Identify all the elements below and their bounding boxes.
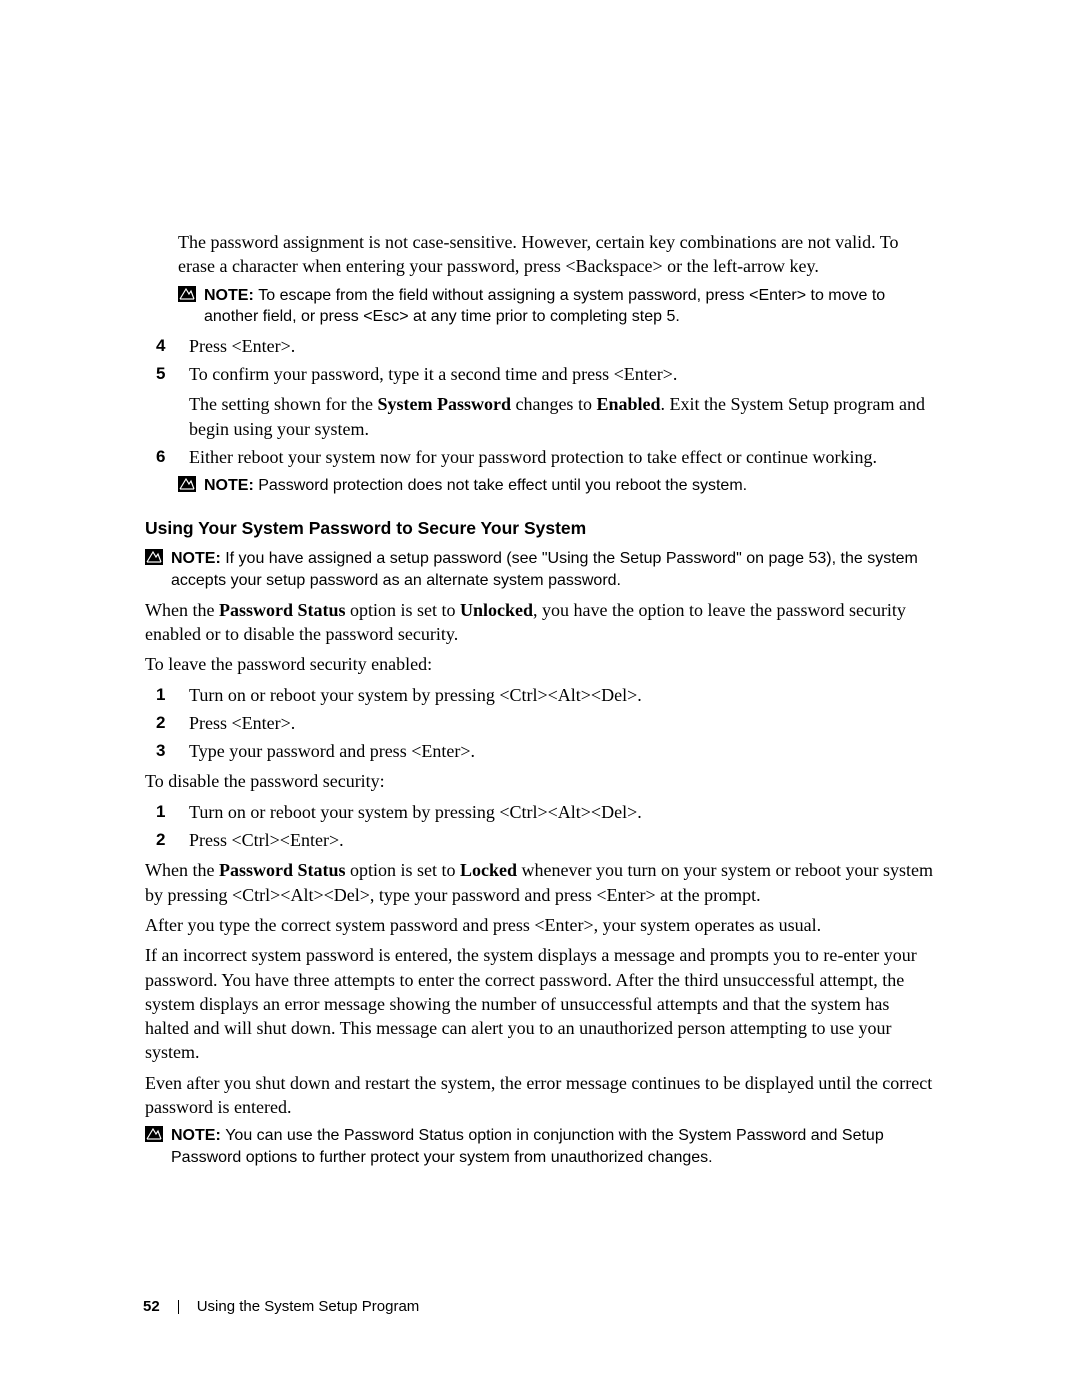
step-body: Press <Enter>. (189, 711, 935, 735)
step-number: 3 (145, 739, 189, 763)
note-text: NOTE: To escape from the field without a… (204, 285, 935, 328)
listA-2: 2 Press <Enter>. (145, 711, 935, 735)
note-body: Password protection does not take effect… (258, 477, 747, 494)
page-content: The password assignment is not case-sens… (145, 224, 935, 1175)
step-number: 1 (145, 800, 189, 824)
para-incorrect: If an incorrect system password is enter… (145, 943, 935, 1064)
step-number: 6 (145, 445, 189, 469)
para-disable: To disable the password security: (145, 769, 935, 793)
step-number: 2 (145, 828, 189, 852)
manual-page: The password assignment is not case-sens… (0, 0, 1080, 1397)
note-text: NOTE: Password protection does not take … (204, 475, 747, 497)
note-icon (145, 549, 163, 565)
note-escape: NOTE: To escape from the field without a… (145, 285, 935, 328)
page-footer: 52 Using the System Setup Program (143, 1298, 419, 1315)
note-label: NOTE: (204, 477, 258, 494)
step-number: 4 (145, 334, 189, 358)
step-body: Turn on or reboot your system by pressin… (189, 683, 935, 707)
para-even-after: Even after you shut down and restart the… (145, 1071, 935, 1120)
step-body: Type your password and press <Enter>. (189, 739, 935, 763)
step-body: Either reboot your system now for your p… (189, 445, 935, 469)
intro-paragraph: The password assignment is not case-sens… (145, 230, 935, 279)
note-label: NOTE: (171, 550, 225, 567)
note-body: To escape from the field without assigni… (204, 287, 885, 326)
step-5: 5 To confirm your password, type it a se… (145, 362, 935, 441)
step5-line1: To confirm your password, type it a seco… (189, 362, 935, 386)
para-locked: When the Password Status option is set t… (145, 858, 935, 907)
note-label: NOTE: (204, 287, 258, 304)
note-text: NOTE: You can use the Password Status op… (171, 1125, 935, 1168)
step-number: 5 (145, 362, 189, 386)
para-after: After you type the correct system passwo… (145, 913, 935, 937)
step5-line2: The setting shown for the System Passwor… (189, 392, 935, 441)
step-number: 2 (145, 711, 189, 735)
note-body: If you have assigned a setup password (s… (171, 550, 918, 589)
footer-title: Using the System Setup Program (197, 1298, 420, 1315)
note-label: NOTE: (171, 1127, 225, 1144)
note-setup-password: NOTE: If you have assigned a setup passw… (145, 548, 935, 591)
step-number: 1 (145, 683, 189, 707)
note-icon (178, 286, 196, 302)
subheading-using-password: Using Your System Password to Secure You… (145, 517, 935, 541)
para-unlocked: When the Password Status option is set t… (145, 598, 935, 647)
step-body: Press <Enter>. (189, 334, 935, 358)
listA-3: 3 Type your password and press <Enter>. (145, 739, 935, 763)
step-6: 6 Either reboot your system now for your… (145, 445, 935, 469)
note-icon (145, 1126, 163, 1142)
listA-1: 1 Turn on or reboot your system by press… (145, 683, 935, 707)
note-icon (178, 476, 196, 492)
step-body: To confirm your password, type it a seco… (189, 362, 935, 441)
note-password-status: NOTE: You can use the Password Status op… (145, 1125, 935, 1168)
para-leave-enabled: To leave the password security enabled: (145, 652, 935, 676)
footer-divider (178, 1300, 179, 1314)
step-body: Turn on or reboot your system by pressin… (189, 800, 935, 824)
step-4: 4 Press <Enter>. (145, 334, 935, 358)
note-text: NOTE: If you have assigned a setup passw… (171, 548, 935, 591)
listB-1: 1 Turn on or reboot your system by press… (145, 800, 935, 824)
note-reboot: NOTE: Password protection does not take … (145, 475, 935, 497)
step-body: Press <Ctrl><Enter>. (189, 828, 935, 852)
page-number: 52 (143, 1298, 160, 1315)
listB-2: 2 Press <Ctrl><Enter>. (145, 828, 935, 852)
